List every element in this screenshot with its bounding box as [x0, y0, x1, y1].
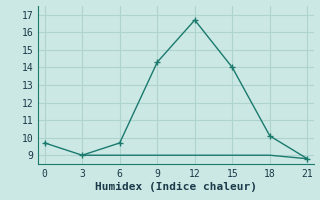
X-axis label: Humidex (Indice chaleur): Humidex (Indice chaleur): [95, 182, 257, 192]
